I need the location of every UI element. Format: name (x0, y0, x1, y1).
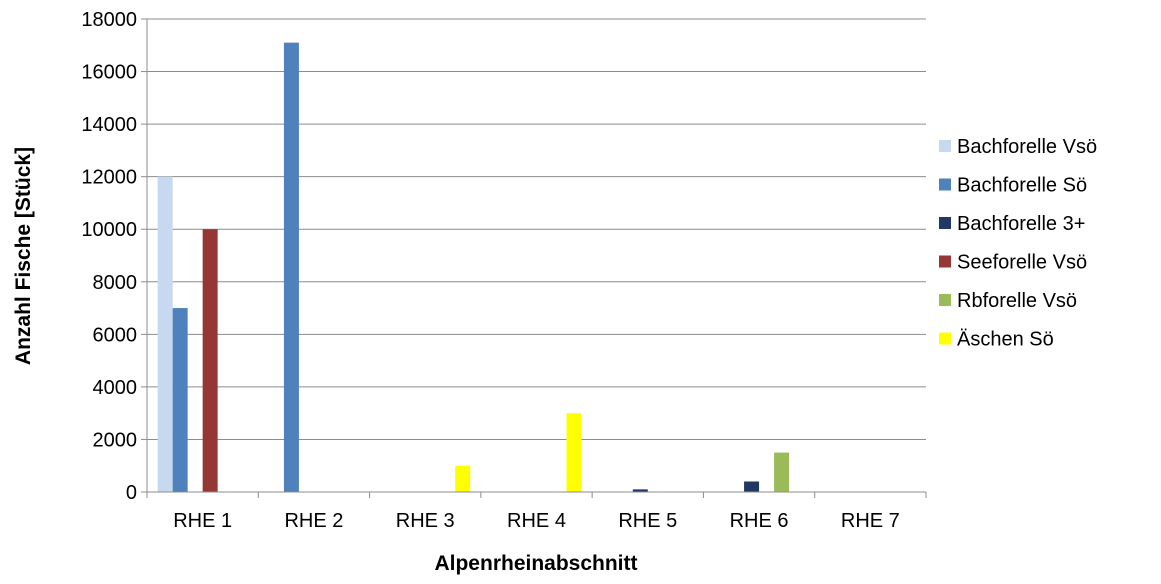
x-tick-label: RHE 2 (284, 510, 343, 532)
x-tick-label: RHE 7 (841, 510, 900, 532)
x-tick-label: RHE 3 (396, 510, 455, 532)
bar (283, 42, 299, 493)
y-tick-label: 10000 (81, 219, 137, 241)
legend-label: Bachforelle Sö (957, 175, 1087, 197)
bar (172, 308, 188, 492)
x-tick-label: RHE 4 (507, 510, 566, 532)
y-axis-title: Anzahl Fische [Stück] (12, 147, 35, 365)
legend-swatch (939, 178, 951, 191)
legend-label: Seeforelle Vsö (957, 252, 1087, 274)
y-tick-label: 6000 (93, 324, 138, 346)
y-tick-label: 8000 (93, 272, 138, 294)
bar (202, 229, 218, 492)
x-tick-label: RHE 1 (173, 510, 232, 532)
bar (774, 452, 790, 492)
y-tick-label: 0 (126, 482, 137, 504)
y-tick-label: 14000 (81, 114, 137, 136)
bar (566, 413, 582, 492)
y-tick-label: 12000 (81, 167, 137, 189)
legend-swatch (939, 332, 951, 345)
legend-swatch (939, 294, 951, 306)
legend-swatch (939, 140, 951, 152)
legend-swatch (939, 255, 951, 268)
gridlines (141, 18, 926, 493)
y-tick-labels: 0 2000 4000 6000 8000 10000 12000 14000 16000 180… (81, 9, 137, 504)
x-tick-label: RHE 5 (618, 510, 677, 532)
legend-swatch (939, 217, 951, 229)
y-tick-label: 4000 (93, 377, 138, 399)
bar (455, 465, 471, 492)
x-tick-label: RHE 6 (730, 510, 789, 532)
axes (146, 19, 927, 498)
legend-label: Äschen Sö (957, 329, 1054, 351)
legend: Bachforelle Vsö Bachforelle Sö Bachforelle… (939, 136, 1097, 351)
x-axis-title: Alpenrheinabschnitt (434, 552, 637, 575)
legend-label: Bachforelle Vsö (957, 136, 1097, 158)
bar (632, 489, 648, 492)
bars (157, 42, 790, 493)
y-tick-label: 2000 (93, 429, 138, 451)
y-tick-label: 18000 (81, 9, 137, 31)
y-tick-label: 16000 (81, 62, 137, 84)
bar (744, 481, 760, 492)
legend-label: Rbforelle Vsö (957, 290, 1077, 312)
x-tick-labels: RHE 1 RHE 2 RHE 3 RHE 4 RHE 5 RHE 6 RHE 7 (173, 510, 900, 532)
bar (157, 176, 173, 492)
legend-label: Bachforelle 3+ (957, 213, 1085, 235)
